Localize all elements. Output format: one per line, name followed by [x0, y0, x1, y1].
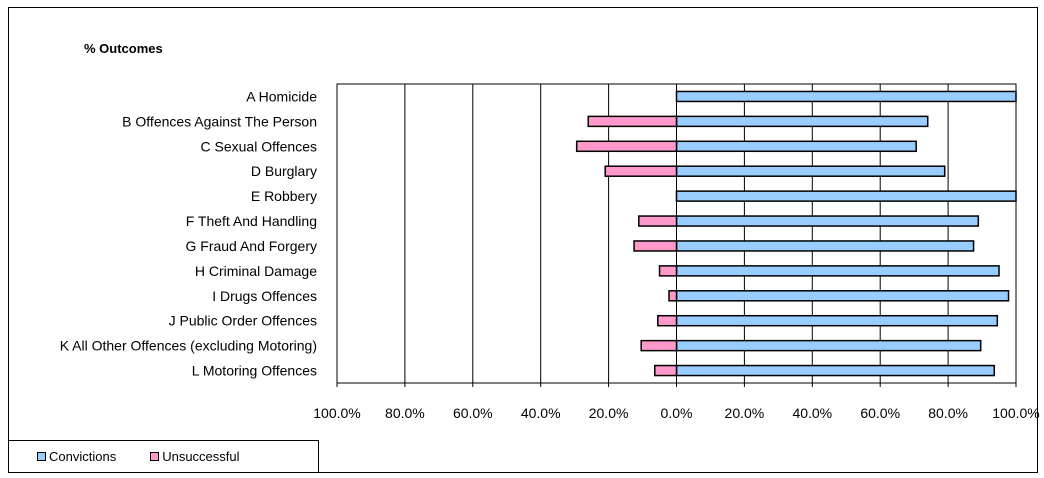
category-label: E Robbery — [251, 188, 317, 204]
x-tick-label: 100.0% — [992, 405, 1039, 421]
category-label: L Motoring Offences — [192, 363, 317, 379]
legend-label-unsuccessful: Unsuccessful — [162, 449, 240, 464]
bar-unsuccessful — [658, 265, 678, 277]
legend-swatch-unsuccessful — [150, 452, 160, 461]
bar-convictions — [675, 165, 946, 177]
category-label: C Sexual Offences — [201, 138, 317, 154]
chart-title: % Outcomes — [84, 41, 163, 56]
x-tick-label: 40.0% — [521, 405, 561, 421]
chart-legend: Convictions Unsuccessful — [8, 440, 319, 473]
x-tick-label: 40.0% — [792, 405, 832, 421]
category-label: G Fraud And Forgery — [185, 238, 317, 254]
bar-unsuccessful — [575, 140, 678, 153]
x-tick-label: 100.0% — [313, 405, 360, 421]
x-tick-label: 20.0% — [589, 405, 629, 421]
category-label: F Theft And Handling — [186, 213, 317, 229]
bar-convictions — [675, 265, 1000, 277]
x-tick-label: 20.0% — [725, 405, 765, 421]
bar-unsuccessful — [668, 290, 678, 302]
bar-unsuccessful — [657, 314, 678, 327]
category-label: I Drugs Offences — [212, 288, 317, 304]
bar-unsuccessful — [633, 240, 678, 252]
bar-convictions — [675, 290, 1010, 302]
category-label: K All Other Offences (excluding Motoring… — [60, 338, 317, 354]
x-tick-label: 0.0% — [661, 405, 693, 421]
category-label: B Offences Against The Person — [122, 113, 317, 129]
legend-item-convictions: Convictions — [37, 449, 116, 464]
bar-convictions — [675, 339, 982, 352]
bar-unsuccessful — [640, 339, 678, 352]
bar-unsuccessful — [654, 364, 678, 377]
bar-unsuccessful — [587, 115, 678, 128]
legend-label-convictions: Convictions — [49, 449, 117, 464]
bar-unsuccessful — [604, 165, 678, 177]
category-label: J Public Order Offences — [169, 313, 317, 329]
chart-plot: 100.0% 80.0% 60.0% 40.0% 20.0% 0.0% 20.0% 40.0%… — [60, 83, 1040, 421]
legend-swatch-convictions — [37, 452, 46, 461]
bar-convictions — [675, 140, 917, 153]
x-tick-label: 60.0% — [860, 405, 900, 421]
bar-convictions — [675, 240, 975, 252]
category-label: D Burglary — [251, 163, 317, 179]
bar-convictions — [675, 364, 996, 377]
category-label: H Criminal Damage — [195, 263, 317, 279]
bar-convictions — [675, 215, 980, 227]
bar-convictions — [675, 115, 929, 128]
legend-item-unsuccessful: Unsuccessful — [150, 449, 240, 464]
x-tick-label: 80.0% — [385, 405, 425, 421]
bar-convictions — [675, 90, 1017, 103]
bar-unsuccessful — [638, 215, 678, 227]
x-tick-label: 60.0% — [453, 405, 493, 421]
bar-convictions — [675, 190, 1017, 202]
bar-convictions — [675, 314, 999, 327]
category-label: A Homicide — [246, 88, 317, 104]
x-tick-label: 80.0% — [928, 405, 968, 421]
